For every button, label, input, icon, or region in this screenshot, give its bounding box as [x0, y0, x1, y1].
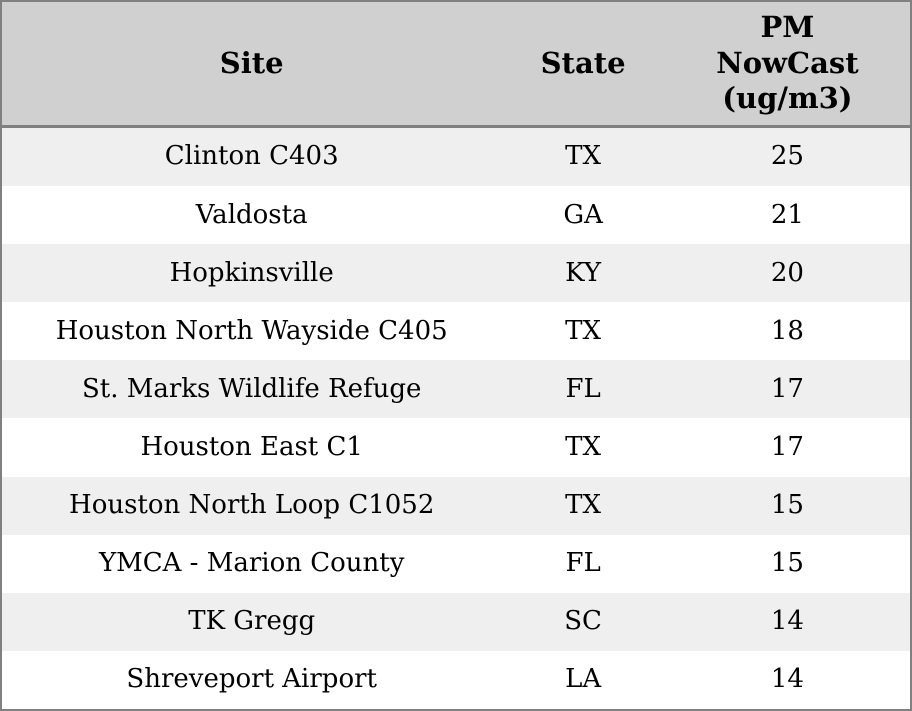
cell-pm-nowcast: 18 [770, 315, 804, 346]
cell-pm-nowcast: 14 [770, 664, 804, 695]
cell-pm-nowcast: 15 [770, 548, 804, 579]
cell-state: FL [565, 373, 601, 404]
cell-site: TK Gregg [188, 606, 316, 637]
cell-site: Clinton C403 [164, 141, 339, 172]
cell-pm-nowcast: 15 [770, 490, 804, 521]
table-row: Shreveport Airport LA 14 [2, 650, 910, 709]
table-row: TK Gregg SC 14 [2, 592, 910, 651]
cell-state: TX [565, 490, 602, 521]
cell-pm-nowcast: 25 [770, 141, 804, 172]
cell-state: SC [564, 606, 602, 637]
table-row: St. Marks Wildlife Refuge FL 17 [2, 360, 910, 419]
cell-site: Hopkinsville [169, 257, 334, 288]
table-header-row: Site State PM NowCast (ug/m3) [2, 2, 910, 128]
cell-site: Houston North Wayside C405 [55, 315, 448, 346]
cell-pm-nowcast: 20 [770, 257, 804, 288]
cell-site: Houston East C1 [140, 431, 363, 462]
cell-state: FL [565, 548, 601, 579]
cell-pm-nowcast: 17 [770, 431, 804, 462]
cell-site: Houston North Loop C1052 [69, 490, 435, 521]
table-row: Houston North Wayside C405 TX 18 [2, 302, 910, 361]
cell-site: Shreveport Airport [126, 664, 377, 695]
cell-state: LA [565, 664, 602, 695]
column-header-pm-nowcast: PM NowCast (ug/m3) [716, 9, 859, 116]
cell-state: KY [565, 257, 602, 288]
table-row: Clinton C403 TX 25 [2, 128, 910, 187]
cell-state: TX [565, 431, 602, 462]
table-body: Clinton C403 TX 25 Valdosta GA 21 Hopkin… [2, 128, 910, 709]
cell-pm-nowcast: 14 [770, 606, 804, 637]
table-row: Houston East C1 TX 17 [2, 418, 910, 477]
cell-state: TX [565, 141, 602, 172]
table-row: YMCA - Marion County FL 15 [2, 534, 910, 593]
cell-site: YMCA - Marion County [98, 548, 405, 579]
column-header-state: State [540, 45, 626, 80]
cell-site: St. Marks Wildlife Refuge [81, 373, 422, 404]
table-row: Valdosta GA 21 [2, 186, 910, 245]
cell-pm-nowcast: 21 [770, 199, 804, 230]
cell-state: GA [563, 199, 603, 230]
table-row: Hopkinsville KY 20 [2, 244, 910, 303]
cell-pm-nowcast: 17 [770, 373, 804, 404]
column-header-site: Site [219, 45, 284, 80]
table-row: Houston North Loop C1052 TX 15 [2, 476, 910, 535]
cell-site: Valdosta [195, 199, 308, 230]
cell-state: TX [565, 315, 602, 346]
